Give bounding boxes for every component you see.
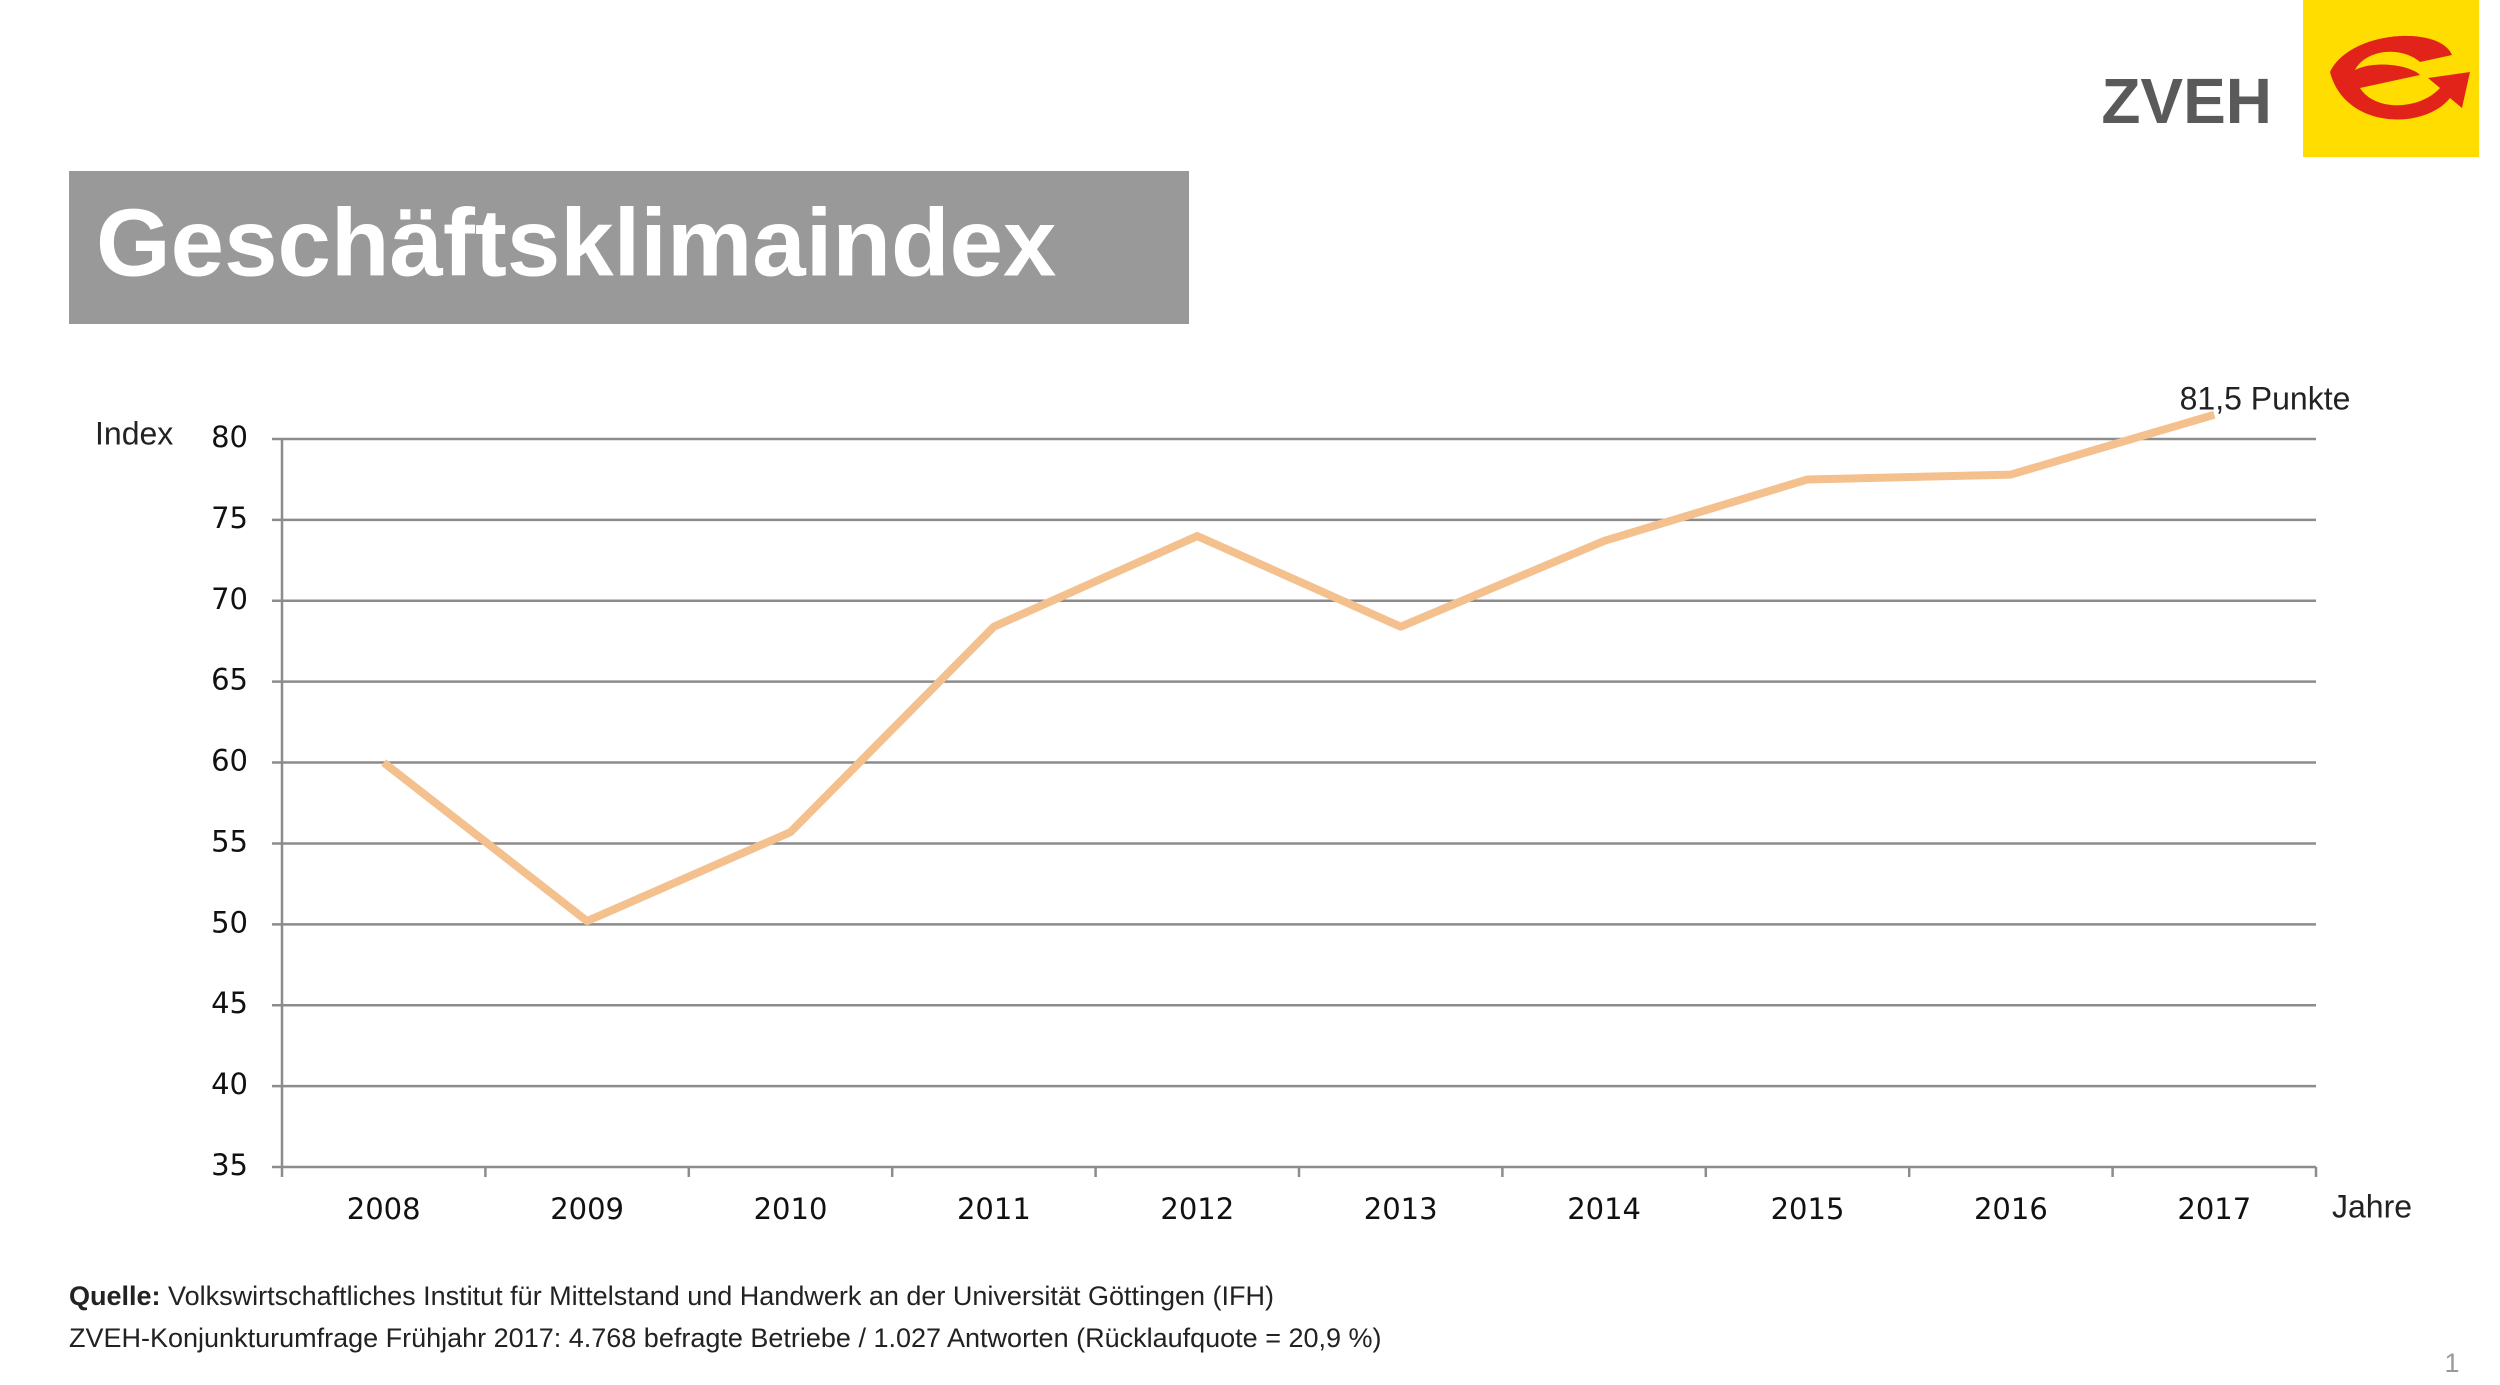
- x-tick-label: 2016: [1974, 1192, 2048, 1226]
- annotation: 81,5 Punkte: [2180, 380, 2351, 416]
- x-axis-label: Jahre: [2332, 1188, 2412, 1224]
- chart-title: Geschäftsklimaindex: [96, 189, 1056, 296]
- y-tick-label: 55: [211, 824, 248, 858]
- x-tick-label: 2015: [1771, 1192, 1845, 1226]
- x-tick-label: 2010: [754, 1192, 828, 1226]
- y-tick-label: 60: [211, 744, 248, 778]
- x-tick-label: 2012: [1160, 1192, 1234, 1226]
- source-text: Volkswirtschaftliches Institut für Mitte…: [168, 1281, 1274, 1311]
- y-tick-label: 70: [211, 582, 248, 616]
- y-tick-label: 80: [211, 420, 248, 454]
- title-box: [69, 171, 1189, 324]
- y-tick-label: 40: [211, 1067, 248, 1101]
- y-tick-label: 65: [211, 663, 248, 697]
- logo-swoosh: [2330, 35, 2470, 120]
- data-line: [381, 410, 2216, 926]
- y-tick-label: 35: [211, 1148, 248, 1182]
- logo-text: ZVEH: [2101, 65, 2272, 137]
- y-tick-label: 45: [211, 986, 248, 1020]
- x-tick-label: 2014: [1567, 1192, 1641, 1226]
- x-tick-label: 2017: [2177, 1192, 2251, 1226]
- x-tick-label: 2011: [957, 1192, 1031, 1226]
- page-number: 1: [2444, 1348, 2459, 1378]
- source-label: Quelle:: [69, 1281, 161, 1311]
- y-axis-label: Index: [95, 415, 173, 451]
- source-line: Quelle: Volkswirtschaftliches Institut f…: [69, 1281, 1274, 1311]
- x-tick-label: 2008: [347, 1192, 421, 1226]
- y-tick-label: 50: [211, 905, 248, 939]
- survey-note: ZVEH-Konjunkturumfrage Frühjahr 2017: 4.…: [69, 1323, 1382, 1353]
- y-tick-label: 75: [211, 501, 248, 535]
- x-tick-label: 2009: [550, 1192, 624, 1226]
- x-tick-label: 2013: [1364, 1192, 1438, 1226]
